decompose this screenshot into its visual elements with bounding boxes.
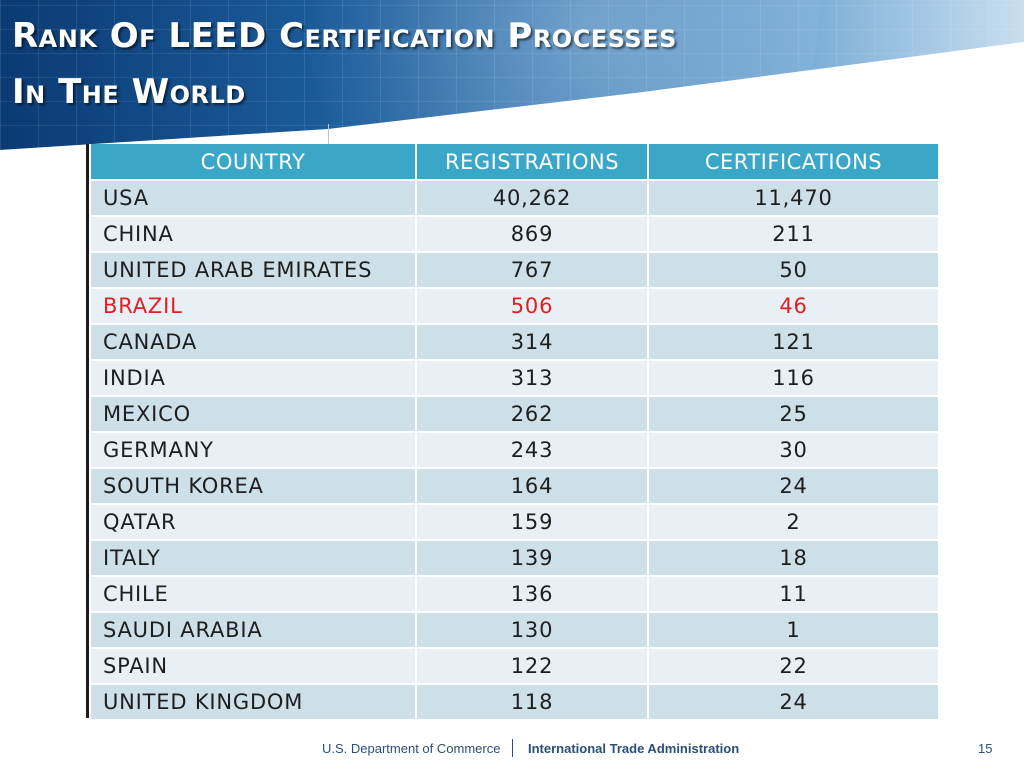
table-header-row: COUNTRY REGISTRATIONS CERTIFICATIONS — [89, 144, 940, 181]
cell-certifications: 2 — [647, 503, 940, 541]
cell-registrations: 243 — [415, 431, 649, 469]
cell-certifications: 11,470 — [647, 179, 940, 217]
cell-country: CANADA — [89, 323, 417, 361]
table-row: QATAR 159 2 — [89, 503, 940, 541]
cell-registrations: 313 — [415, 359, 649, 397]
cell-country: SPAIN — [89, 647, 417, 685]
cell-certifications: 18 — [647, 539, 940, 577]
cell-country: QATAR — [89, 503, 417, 541]
cell-registrations: 506 — [415, 287, 649, 325]
slide-title: Rank Of LEED Certification Processes In … — [12, 8, 677, 120]
cell-country: GERMANY — [89, 431, 417, 469]
page-number: 15 — [978, 741, 993, 756]
table-body: USA 40,262 11,470 CHINA 869 211 UNITED ARAB EM… — [89, 179, 940, 721]
cell-country: BRAZIL — [89, 287, 417, 325]
table-row: GERMANY 243 30 — [89, 431, 940, 469]
cell-registrations: 139 — [415, 539, 649, 577]
table-row: CHILE 136 11 — [89, 575, 940, 613]
cell-certifications: 121 — [647, 323, 940, 361]
table-row: CHINA 869 211 — [89, 215, 940, 253]
cell-certifications: 1 — [647, 611, 940, 649]
cell-registrations: 130 — [415, 611, 649, 649]
cell-certifications: 25 — [647, 395, 940, 433]
cell-registrations: 136 — [415, 575, 649, 613]
cell-certifications: 11 — [647, 575, 940, 613]
cell-registrations: 164 — [415, 467, 649, 505]
footer: U.S. Department of Commerce Internationa… — [0, 738, 1024, 760]
cell-certifications: 116 — [647, 359, 940, 397]
title-divider — [328, 124, 329, 146]
cell-country: INDIA — [89, 359, 417, 397]
header-registrations: REGISTRATIONS — [415, 144, 649, 181]
slide-title-line-2: In The World — [12, 72, 246, 112]
cell-registrations: 262 — [415, 395, 649, 433]
table-row: USA 40,262 11,470 — [89, 179, 940, 217]
table-row: MEXICO 262 25 — [89, 395, 940, 433]
table-row: SAUDI ARABIA 130 1 — [89, 611, 940, 649]
leed-ranking-table-container: COUNTRY REGISTRATIONS CERTIFICATIONS USA… — [86, 144, 941, 721]
cell-registrations: 122 — [415, 647, 649, 685]
table-row: BRAZIL 506 46 — [89, 287, 940, 325]
cell-registrations: 159 — [415, 503, 649, 541]
cell-registrations: 40,262 — [415, 179, 649, 217]
table-row: UNITED KINGDOM 118 24 — [89, 683, 940, 721]
leed-ranking-table: COUNTRY REGISTRATIONS CERTIFICATIONS USA… — [89, 144, 940, 721]
cell-certifications: 30 — [647, 431, 940, 469]
cell-certifications: 211 — [647, 215, 940, 253]
slide-title-line-1: Rank Of LEED Certification Processes — [12, 16, 677, 56]
table-row: SOUTH KOREA 164 24 — [89, 467, 940, 505]
cell-registrations: 869 — [415, 215, 649, 253]
table-row: SPAIN 122 22 — [89, 647, 940, 685]
header-certifications: CERTIFICATIONS — [647, 144, 940, 181]
footer-department: U.S. Department of Commerce — [322, 741, 501, 756]
cell-country: CHINA — [89, 215, 417, 253]
table-row: CANADA 314 121 — [89, 323, 940, 361]
cell-certifications: 22 — [647, 647, 940, 685]
cell-country: SOUTH KOREA — [89, 467, 417, 505]
table-row: INDIA 313 116 — [89, 359, 940, 397]
cell-country: UNITED KINGDOM — [89, 683, 417, 721]
cell-country: ITALY — [89, 539, 417, 577]
cell-country: SAUDI ARABIA — [89, 611, 417, 649]
cell-certifications: 46 — [647, 287, 940, 325]
cell-country: CHILE — [89, 575, 417, 613]
cell-certifications: 24 — [647, 683, 940, 721]
cell-registrations: 767 — [415, 251, 649, 289]
cell-certifications: 50 — [647, 251, 940, 289]
cell-certifications: 24 — [647, 467, 940, 505]
footer-agency: International Trade Administration — [528, 741, 740, 756]
cell-registrations: 118 — [415, 683, 649, 721]
table-row: ITALY 139 18 — [89, 539, 940, 577]
table-row: UNITED ARAB EMIRATES 767 50 — [89, 251, 940, 289]
header-country: COUNTRY — [89, 144, 417, 181]
cell-registrations: 314 — [415, 323, 649, 361]
footer-separator — [512, 739, 513, 757]
cell-country: USA — [89, 179, 417, 217]
cell-country: UNITED ARAB EMIRATES — [89, 251, 417, 289]
cell-country: MEXICO — [89, 395, 417, 433]
